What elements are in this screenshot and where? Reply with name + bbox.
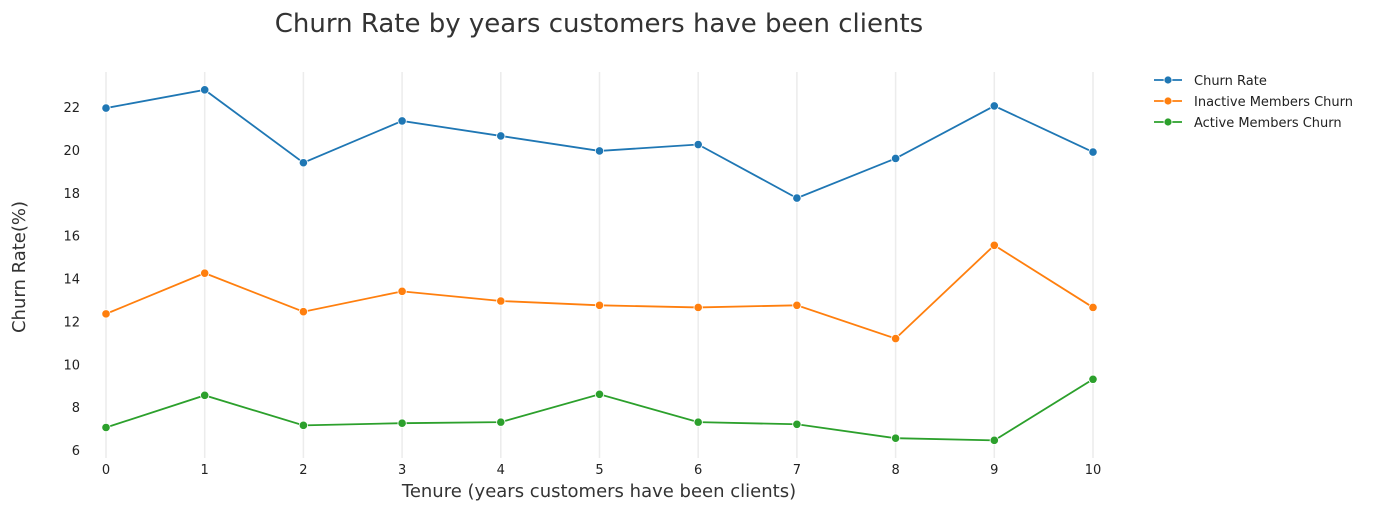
- x-tick-label: 2: [299, 463, 307, 478]
- data-point: [397, 286, 407, 296]
- x-tick-label: 4: [497, 463, 505, 478]
- data-point: [792, 300, 802, 310]
- legend-item: Inactive Members Churn: [1154, 95, 1353, 110]
- data-point: [594, 300, 605, 310]
- legend-marker: [1163, 96, 1173, 106]
- y-tick-label: 20: [63, 144, 80, 159]
- data-point: [989, 101, 999, 111]
- data-point: [298, 307, 308, 317]
- x-tick-label: 8: [891, 463, 899, 478]
- data-point: [496, 296, 506, 306]
- x-tick-label: 7: [793, 463, 801, 478]
- data-point: [693, 302, 703, 313]
- legend-label: Active Members Churn: [1194, 116, 1342, 131]
- data-point: [298, 420, 308, 430]
- legend-label: Churn Rate: [1194, 74, 1267, 89]
- x-tick-label: 10: [1085, 463, 1102, 478]
- chart-title: Churn Rate by years customers have been …: [275, 9, 923, 39]
- data-point: [989, 435, 999, 445]
- x-axis-label: Tenure (years customers have been client…: [401, 481, 796, 502]
- data-point: [594, 389, 605, 399]
- data-point: [1088, 302, 1098, 313]
- data-point: [496, 131, 506, 141]
- x-tick-label: 3: [398, 463, 406, 478]
- data-point: [200, 390, 210, 400]
- gridlines: [105, 72, 1094, 458]
- x-tick-label: 5: [595, 463, 603, 478]
- data-point: [693, 139, 703, 150]
- data-point: [594, 146, 605, 156]
- data-point: [792, 193, 802, 203]
- data-point: [101, 309, 111, 319]
- legend-marker: [1163, 75, 1173, 85]
- y-axis-label: Churn Rate(%): [9, 201, 30, 333]
- x-axis-ticks: 0 1 2 3 4 5 6 7 8 9 10: [102, 463, 1101, 478]
- data-point: [200, 268, 210, 278]
- y-axis-ticks: 6 8 10 12 14 16 18 20 22: [63, 101, 80, 459]
- data-point: [693, 417, 703, 427]
- data-point: [298, 158, 308, 168]
- y-tick-label: 12: [63, 315, 80, 330]
- y-tick-label: 6: [72, 444, 80, 459]
- series-lines: [101, 85, 1098, 445]
- data-point: [792, 419, 802, 429]
- data-point: [101, 103, 111, 113]
- series-0: [101, 85, 1098, 203]
- x-tick-label: 1: [201, 463, 209, 478]
- x-tick-label: 9: [990, 463, 998, 478]
- x-tick-label: 0: [102, 463, 110, 478]
- data-point: [397, 116, 407, 126]
- data-point: [397, 418, 407, 428]
- data-point: [1088, 374, 1098, 384]
- y-tick-label: 8: [72, 401, 80, 416]
- series-1: [101, 240, 1098, 344]
- legend-item: Active Members Churn: [1154, 116, 1342, 131]
- legend-item: Churn Rate: [1154, 74, 1267, 89]
- data-point: [890, 153, 901, 164]
- legend: Churn Rate Inactive Members Churn Active M…: [1154, 74, 1353, 131]
- y-tick-label: 10: [63, 358, 80, 373]
- data-point: [989, 240, 999, 250]
- data-point: [890, 333, 901, 344]
- series-2: [101, 374, 1098, 445]
- data-point: [890, 433, 901, 443]
- legend-label: Inactive Members Churn: [1194, 95, 1353, 110]
- y-tick-label: 22: [63, 101, 80, 116]
- x-tick-label: 6: [694, 463, 702, 478]
- y-tick-label: 16: [63, 230, 80, 245]
- data-point: [101, 422, 111, 433]
- legend-marker: [1163, 117, 1173, 127]
- data-point: [496, 417, 506, 427]
- data-point: [200, 85, 210, 95]
- data-point: [1088, 147, 1098, 157]
- y-tick-label: 18: [63, 187, 80, 202]
- y-tick-label: 14: [63, 273, 80, 288]
